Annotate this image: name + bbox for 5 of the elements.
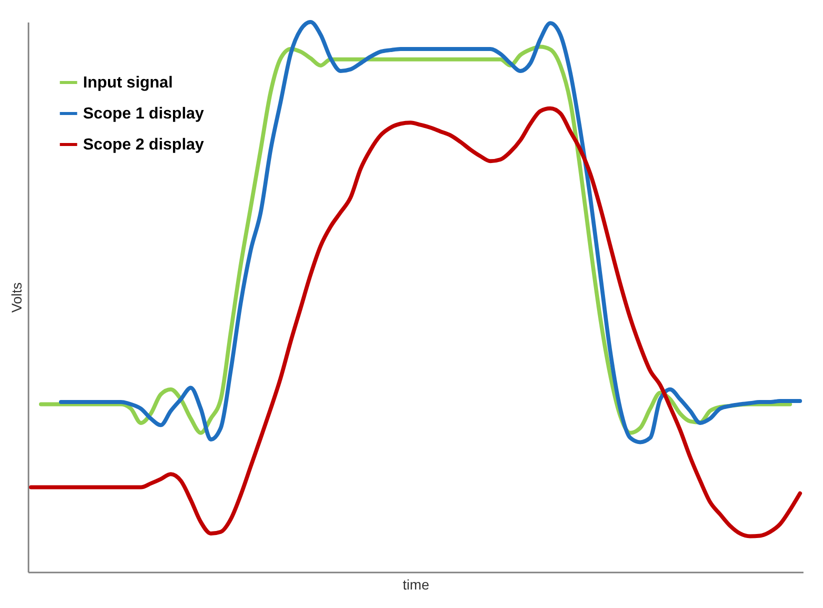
legend-label: Scope 1 display bbox=[83, 106, 204, 122]
y-axis-title: Volts bbox=[8, 282, 24, 313]
legend-label: Input signal bbox=[83, 74, 173, 92]
legend-label: Scope 2 display bbox=[83, 136, 204, 154]
x-axis-title: time bbox=[402, 576, 430, 592]
